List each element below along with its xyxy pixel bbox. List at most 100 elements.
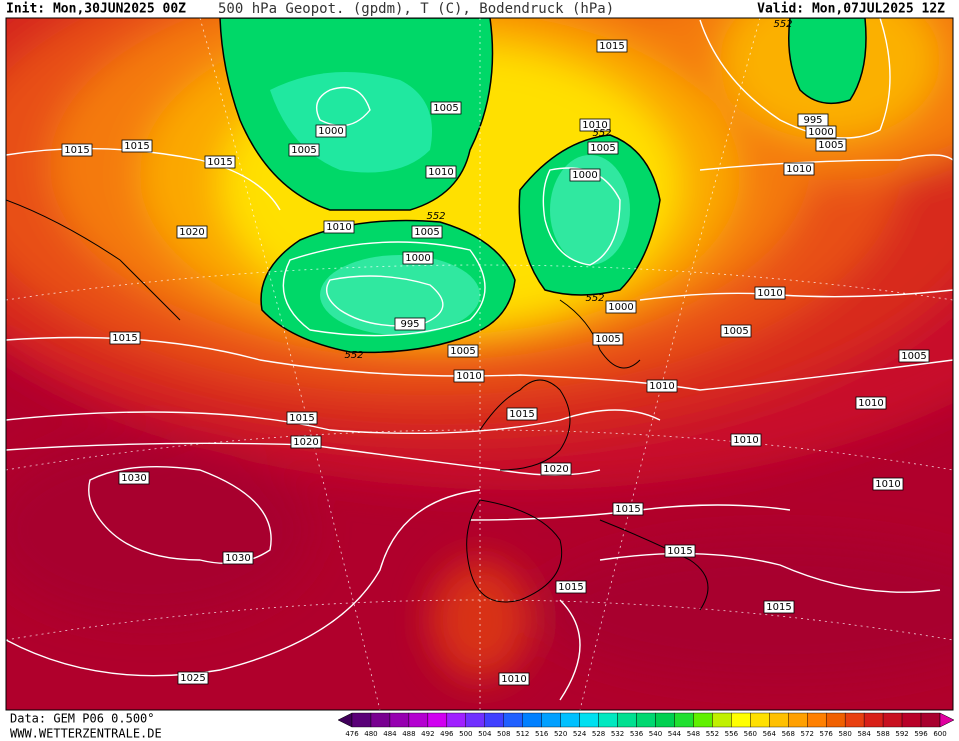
scale-label: 600 <box>933 730 946 738</box>
scale-cell <box>750 712 770 728</box>
isobar-label: 1005 <box>291 145 316 156</box>
label-box <box>763 600 795 614</box>
label-box <box>176 225 208 239</box>
scale-arrow-right <box>939 712 955 728</box>
label-box <box>394 317 426 331</box>
data-source: Data: GEM P06 0.500° <box>10 712 155 726</box>
isobar-label: 1015 <box>599 41 624 52</box>
scale-label: 484 <box>383 730 397 738</box>
label-box <box>121 139 153 153</box>
scale-cell <box>598 712 618 728</box>
scale-cell <box>465 712 485 728</box>
scale-cell <box>655 712 675 728</box>
isobar-label: 1025 <box>180 673 205 684</box>
label-box <box>579 118 611 132</box>
isobar-label: 1030 <box>121 473 146 484</box>
scale-cell <box>901 712 922 728</box>
isobar-label: 995 <box>400 319 419 330</box>
isobar-label: 1015 <box>124 141 149 152</box>
scale-cell <box>617 712 637 728</box>
scale-cell <box>693 712 713 728</box>
label-box <box>754 286 786 300</box>
scale-label: 588 <box>876 730 889 738</box>
contour-label: 552 <box>592 128 611 139</box>
coastlines <box>6 199 709 611</box>
label-box <box>664 544 696 558</box>
scale-cell <box>427 712 448 728</box>
label-box <box>587 141 619 155</box>
scale-cell <box>769 712 789 728</box>
scale-label: 524 <box>573 730 587 738</box>
isobar-label: 1010 <box>456 371 481 382</box>
scale-label: 576 <box>820 730 834 738</box>
label-box <box>506 407 538 421</box>
label-box <box>569 168 601 182</box>
isobar-label: 1015 <box>558 582 583 593</box>
scale-cell <box>674 712 694 728</box>
scale-label: 596 <box>914 730 928 738</box>
scale-label: 512 <box>516 730 529 738</box>
label-box <box>61 143 93 157</box>
isobar-label: 1005 <box>450 346 475 357</box>
label-box <box>402 251 434 265</box>
isobar-label: 1020 <box>293 437 318 448</box>
label-box <box>177 671 209 685</box>
label-box <box>555 580 587 594</box>
isobar-label: 1000 <box>808 127 833 138</box>
isobar-label: 1005 <box>818 140 843 151</box>
map-field <box>6 18 953 710</box>
scale-label: 516 <box>535 730 549 738</box>
label-box <box>592 332 624 346</box>
isobar-label: 1015 <box>667 546 692 557</box>
label-box <box>222 551 254 565</box>
scale-cell <box>522 712 542 728</box>
isobar-label: 1015 <box>64 145 89 156</box>
label-box <box>730 433 762 447</box>
isobar-label: 1015 <box>112 333 137 344</box>
label-box <box>540 462 572 476</box>
scale-label: 532 <box>611 730 624 738</box>
scale-cell <box>920 712 941 728</box>
scale-label: 476 <box>345 730 359 738</box>
label-box <box>430 101 462 115</box>
isobar-label: 1005 <box>595 334 620 345</box>
isobar-label: 1005 <box>723 326 748 337</box>
isobar-label: 1020 <box>179 227 204 238</box>
scale-label: 528 <box>592 730 605 738</box>
label-box <box>815 138 847 152</box>
scale-label: 500 <box>459 730 472 738</box>
contour-label: 552 <box>773 19 792 30</box>
scale-label: 552 <box>706 730 719 738</box>
scale-cell <box>825 712 846 728</box>
contour-label: 552 <box>426 211 445 222</box>
label-box <box>596 39 628 53</box>
contour-label: 552 <box>344 350 363 361</box>
isobar-label: 1005 <box>590 143 615 154</box>
isobar-label: 1000 <box>572 170 597 181</box>
scale-label: 564 <box>763 730 777 738</box>
scale-cell <box>636 712 656 728</box>
label-box <box>290 435 322 449</box>
scale-cell <box>863 712 884 728</box>
label-box <box>872 477 904 491</box>
contour-label: 552 <box>585 293 604 304</box>
scale-label: 560 <box>744 730 757 738</box>
isobar-label: 1020 <box>543 464 568 475</box>
isobar-label: 1015 <box>289 413 314 424</box>
map-title: 500 hPa Geopot. (gpdm), T (C), Bodendruc… <box>218 1 614 17</box>
label-box <box>411 225 443 239</box>
scale-label: 496 <box>440 730 454 738</box>
scale-cell <box>560 712 580 728</box>
green-regions <box>219 18 867 354</box>
label-box <box>783 162 815 176</box>
scale-label: 544 <box>668 730 682 738</box>
scale-cell <box>503 712 523 728</box>
website: WWW.WETTERZENTRALE.DE <box>10 727 162 741</box>
graticule <box>6 18 953 710</box>
label-box <box>315 124 347 138</box>
scale-label: 504 <box>478 730 492 738</box>
scale-label: 556 <box>725 730 739 738</box>
scale-label: 572 <box>801 730 814 738</box>
isobar-label: 1010 <box>858 398 883 409</box>
